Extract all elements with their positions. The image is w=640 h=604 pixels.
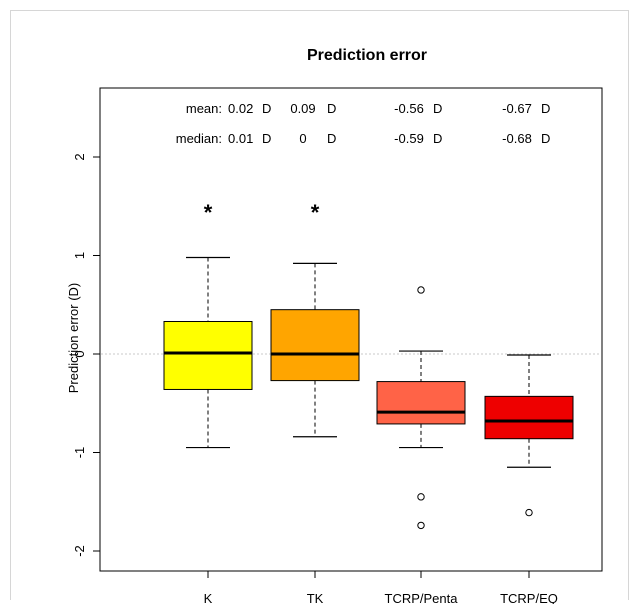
figure-frame — [10, 10, 629, 600]
stat-unit-0-3: D — [541, 101, 550, 116]
y-tick-label-0: 2 — [72, 153, 87, 160]
x-tick-label-0: K — [204, 591, 213, 604]
stat-value-0-1: 0.09 — [290, 101, 315, 116]
stat-unit-1-1: D — [327, 131, 336, 146]
stat-value-1-2: -0.59 — [394, 131, 424, 146]
y-axis-label: Prediction error (D) — [66, 283, 81, 394]
y-tick-label-1: 1 — [72, 252, 87, 259]
stat-value-1-0: 0.01 — [228, 131, 253, 146]
stat-value-1-3: -0.68 — [502, 131, 532, 146]
chart-title: Prediction error — [307, 47, 427, 64]
x-tick-label-3: TCRP/EQ — [500, 591, 558, 604]
stat-unit-0-0: D — [262, 101, 271, 116]
y-tick-label-2: 0 — [72, 350, 87, 357]
stat-value-0-2: -0.56 — [394, 101, 424, 116]
box-3 — [484, 395, 574, 440]
x-tick-label-1: TK — [307, 591, 324, 604]
outlier-2-2 — [417, 521, 425, 530]
y-tick-label-3: -1 — [72, 447, 87, 459]
stat-unit-1-2: D — [433, 131, 442, 146]
stat-row-label-0: mean: — [186, 101, 222, 116]
stat-unit-0-1: D — [327, 101, 336, 116]
x-tick-label-2: TCRP/Penta — [385, 591, 459, 604]
stat-value-0-3: -0.67 — [502, 101, 532, 116]
stat-unit-1-3: D — [541, 131, 550, 146]
stat-value-1-1: 0 — [299, 131, 306, 146]
significance-marker-1: * — [311, 200, 320, 225]
stat-unit-1-0: D — [262, 131, 271, 146]
plot-area — [99, 87, 603, 572]
stat-value-0-0: 0.02 — [228, 101, 253, 116]
outlier-3-0 — [525, 508, 533, 517]
box-1 — [270, 309, 360, 382]
outlier-2-1 — [417, 493, 425, 501]
box-0 — [163, 320, 253, 390]
box-2 — [376, 381, 466, 425]
stat-row-label-1: median: — [176, 131, 222, 146]
outlier-2-0 — [417, 286, 425, 294]
stat-unit-0-2: D — [433, 101, 442, 116]
y-tick-label-4: -2 — [72, 545, 87, 557]
significance-marker-0: * — [204, 200, 213, 225]
